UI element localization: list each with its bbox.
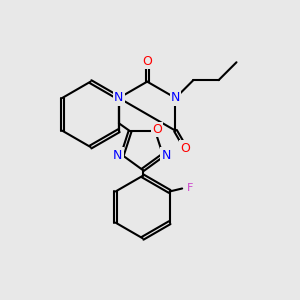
Text: O: O (181, 142, 190, 155)
Text: N: N (113, 148, 122, 162)
Text: N: N (161, 148, 171, 162)
Text: N: N (171, 92, 180, 104)
Text: O: O (142, 55, 152, 68)
Text: O: O (152, 123, 162, 136)
Text: F: F (187, 184, 193, 194)
Text: N: N (114, 92, 124, 104)
